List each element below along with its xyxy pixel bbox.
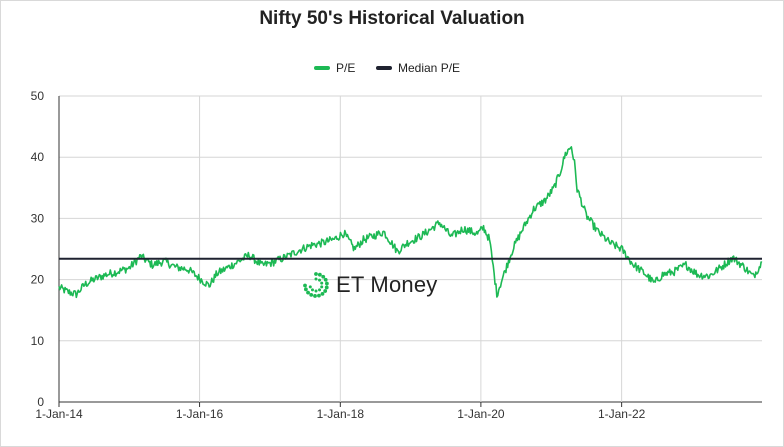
logo-dot bbox=[303, 287, 308, 292]
x-tick-label: 1-Jan-16 bbox=[176, 407, 224, 421]
chart-legend: P/E Median P/E bbox=[0, 59, 784, 77]
x-tick-label: 1-Jan-18 bbox=[317, 407, 365, 421]
legend-swatch-pe bbox=[314, 66, 330, 70]
logo-dot bbox=[320, 292, 325, 296]
x-tick-label: 1-Jan-22 bbox=[598, 407, 646, 421]
logo-dot bbox=[314, 272, 318, 276]
logo-dot bbox=[303, 283, 307, 288]
y-tick-label: 30 bbox=[31, 211, 45, 225]
logo-dot bbox=[324, 285, 329, 290]
logo-dot bbox=[320, 281, 324, 285]
logo-dot bbox=[314, 289, 318, 293]
logo-dot bbox=[309, 293, 314, 297]
legend-item-pe: P/E bbox=[314, 59, 355, 77]
legend-item-median-pe: Median P/E bbox=[376, 59, 460, 77]
y-tick-label: 0 bbox=[37, 395, 44, 409]
et-money-watermark: ET Money bbox=[302, 268, 437, 302]
x-tick-label: 1-Jan-20 bbox=[457, 407, 505, 421]
chart-title: Nifty 50's Historical Valuation bbox=[259, 8, 525, 29]
y-tick-label: 10 bbox=[31, 334, 45, 348]
legend-swatch-median-pe bbox=[376, 66, 392, 70]
x-tick-label: 1-Jan-14 bbox=[35, 407, 83, 421]
et-money-logo-icon bbox=[303, 272, 329, 298]
series-pe-line bbox=[58, 146, 763, 299]
logo-dot bbox=[308, 285, 312, 289]
watermark-text: ET Money bbox=[336, 272, 438, 297]
legend-label-pe: P/E bbox=[336, 61, 356, 75]
logo-dot bbox=[323, 277, 328, 282]
logo-dot bbox=[320, 285, 324, 289]
y-tick-label: 20 bbox=[31, 273, 45, 287]
logo-dot bbox=[314, 277, 318, 281]
logo-dot bbox=[310, 288, 314, 292]
y-tick-label: 50 bbox=[31, 89, 45, 103]
logo-dot bbox=[306, 290, 310, 295]
logo-dot bbox=[321, 274, 326, 279]
legend-label-median-pe: Median P/E bbox=[398, 61, 461, 75]
logo-dot bbox=[318, 288, 322, 292]
logo-dot bbox=[323, 289, 328, 293]
logo-dot bbox=[325, 281, 329, 286]
y-tick-label: 40 bbox=[31, 150, 45, 164]
logo-dot bbox=[318, 278, 322, 282]
logo-dot bbox=[317, 293, 321, 298]
logo-dot bbox=[317, 272, 322, 277]
logo-dot bbox=[313, 294, 317, 298]
